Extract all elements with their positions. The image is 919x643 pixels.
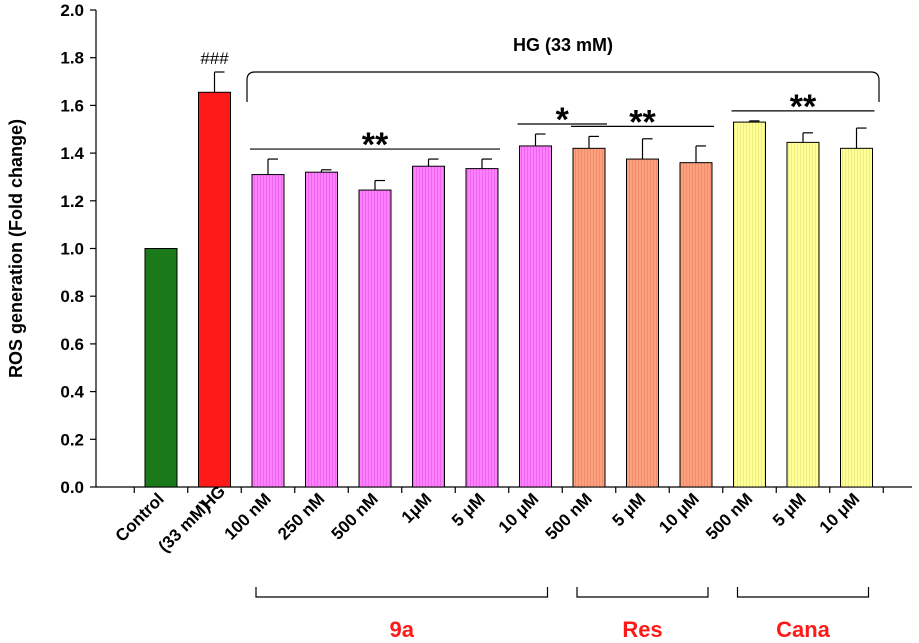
group-label: 9a xyxy=(390,617,415,642)
bar xyxy=(412,165,445,488)
bar xyxy=(465,168,499,488)
y-tick-label: 0.8 xyxy=(60,287,84,306)
significance-stars: ** xyxy=(629,103,656,141)
group-brace xyxy=(736,587,870,598)
bracket-label: HG (33 mM) xyxy=(513,35,613,55)
group-brace xyxy=(255,587,549,598)
significance-stars: ** xyxy=(362,126,389,164)
bar xyxy=(679,162,713,488)
x-tick-label: 500 nM xyxy=(702,489,756,543)
bar xyxy=(840,147,873,488)
bar xyxy=(144,248,178,488)
bar xyxy=(572,147,606,488)
treatment-bracket xyxy=(246,71,880,102)
y-tick-label: 0.2 xyxy=(60,430,84,449)
y-tick-label: 0.6 xyxy=(60,335,84,354)
y-tick-label: 2.0 xyxy=(60,1,84,20)
x-tick-label: 10 μM xyxy=(655,489,703,537)
x-tick-label: 10 μM xyxy=(495,489,543,537)
y-tick-label: 0.4 xyxy=(60,383,84,402)
y-tick-label: 1.2 xyxy=(60,192,84,211)
x-tick-label: 500 nM xyxy=(328,489,382,543)
significance-annotation: ### xyxy=(200,49,229,68)
y-tick-label: 0.0 xyxy=(60,478,84,497)
y-tick-label: 1.4 xyxy=(60,144,84,163)
bar xyxy=(358,189,392,488)
bar xyxy=(519,145,552,488)
significance-stars: ** xyxy=(790,88,817,126)
x-tick-label: 500 nM xyxy=(542,489,596,543)
bar xyxy=(786,141,820,488)
bar xyxy=(626,158,659,488)
x-tick-label: 10 μM xyxy=(816,489,864,537)
x-tick-label: 100 nM xyxy=(221,489,275,543)
x-tick-label: 5 μM xyxy=(769,489,810,530)
y-tick-label: 1.6 xyxy=(60,96,84,115)
x-tick-label: 5 μM xyxy=(448,489,489,530)
y-tick-label: 1.0 xyxy=(60,240,84,259)
group-label: Cana xyxy=(776,617,831,642)
group-label: Res xyxy=(622,617,662,642)
bar xyxy=(305,171,338,488)
x-tick-label: 1μM xyxy=(398,489,435,526)
x-tick-label: 250 nM xyxy=(274,489,328,543)
bar xyxy=(733,121,766,488)
bar xyxy=(251,174,285,488)
bar xyxy=(198,91,231,488)
significance-stars: * xyxy=(556,101,570,139)
y-axis-label: ROS generation (Fold change) xyxy=(6,119,26,378)
x-tick-label: 5 μM xyxy=(608,489,649,530)
y-tick-label: 1.8 xyxy=(60,49,84,68)
group-brace xyxy=(576,587,709,598)
